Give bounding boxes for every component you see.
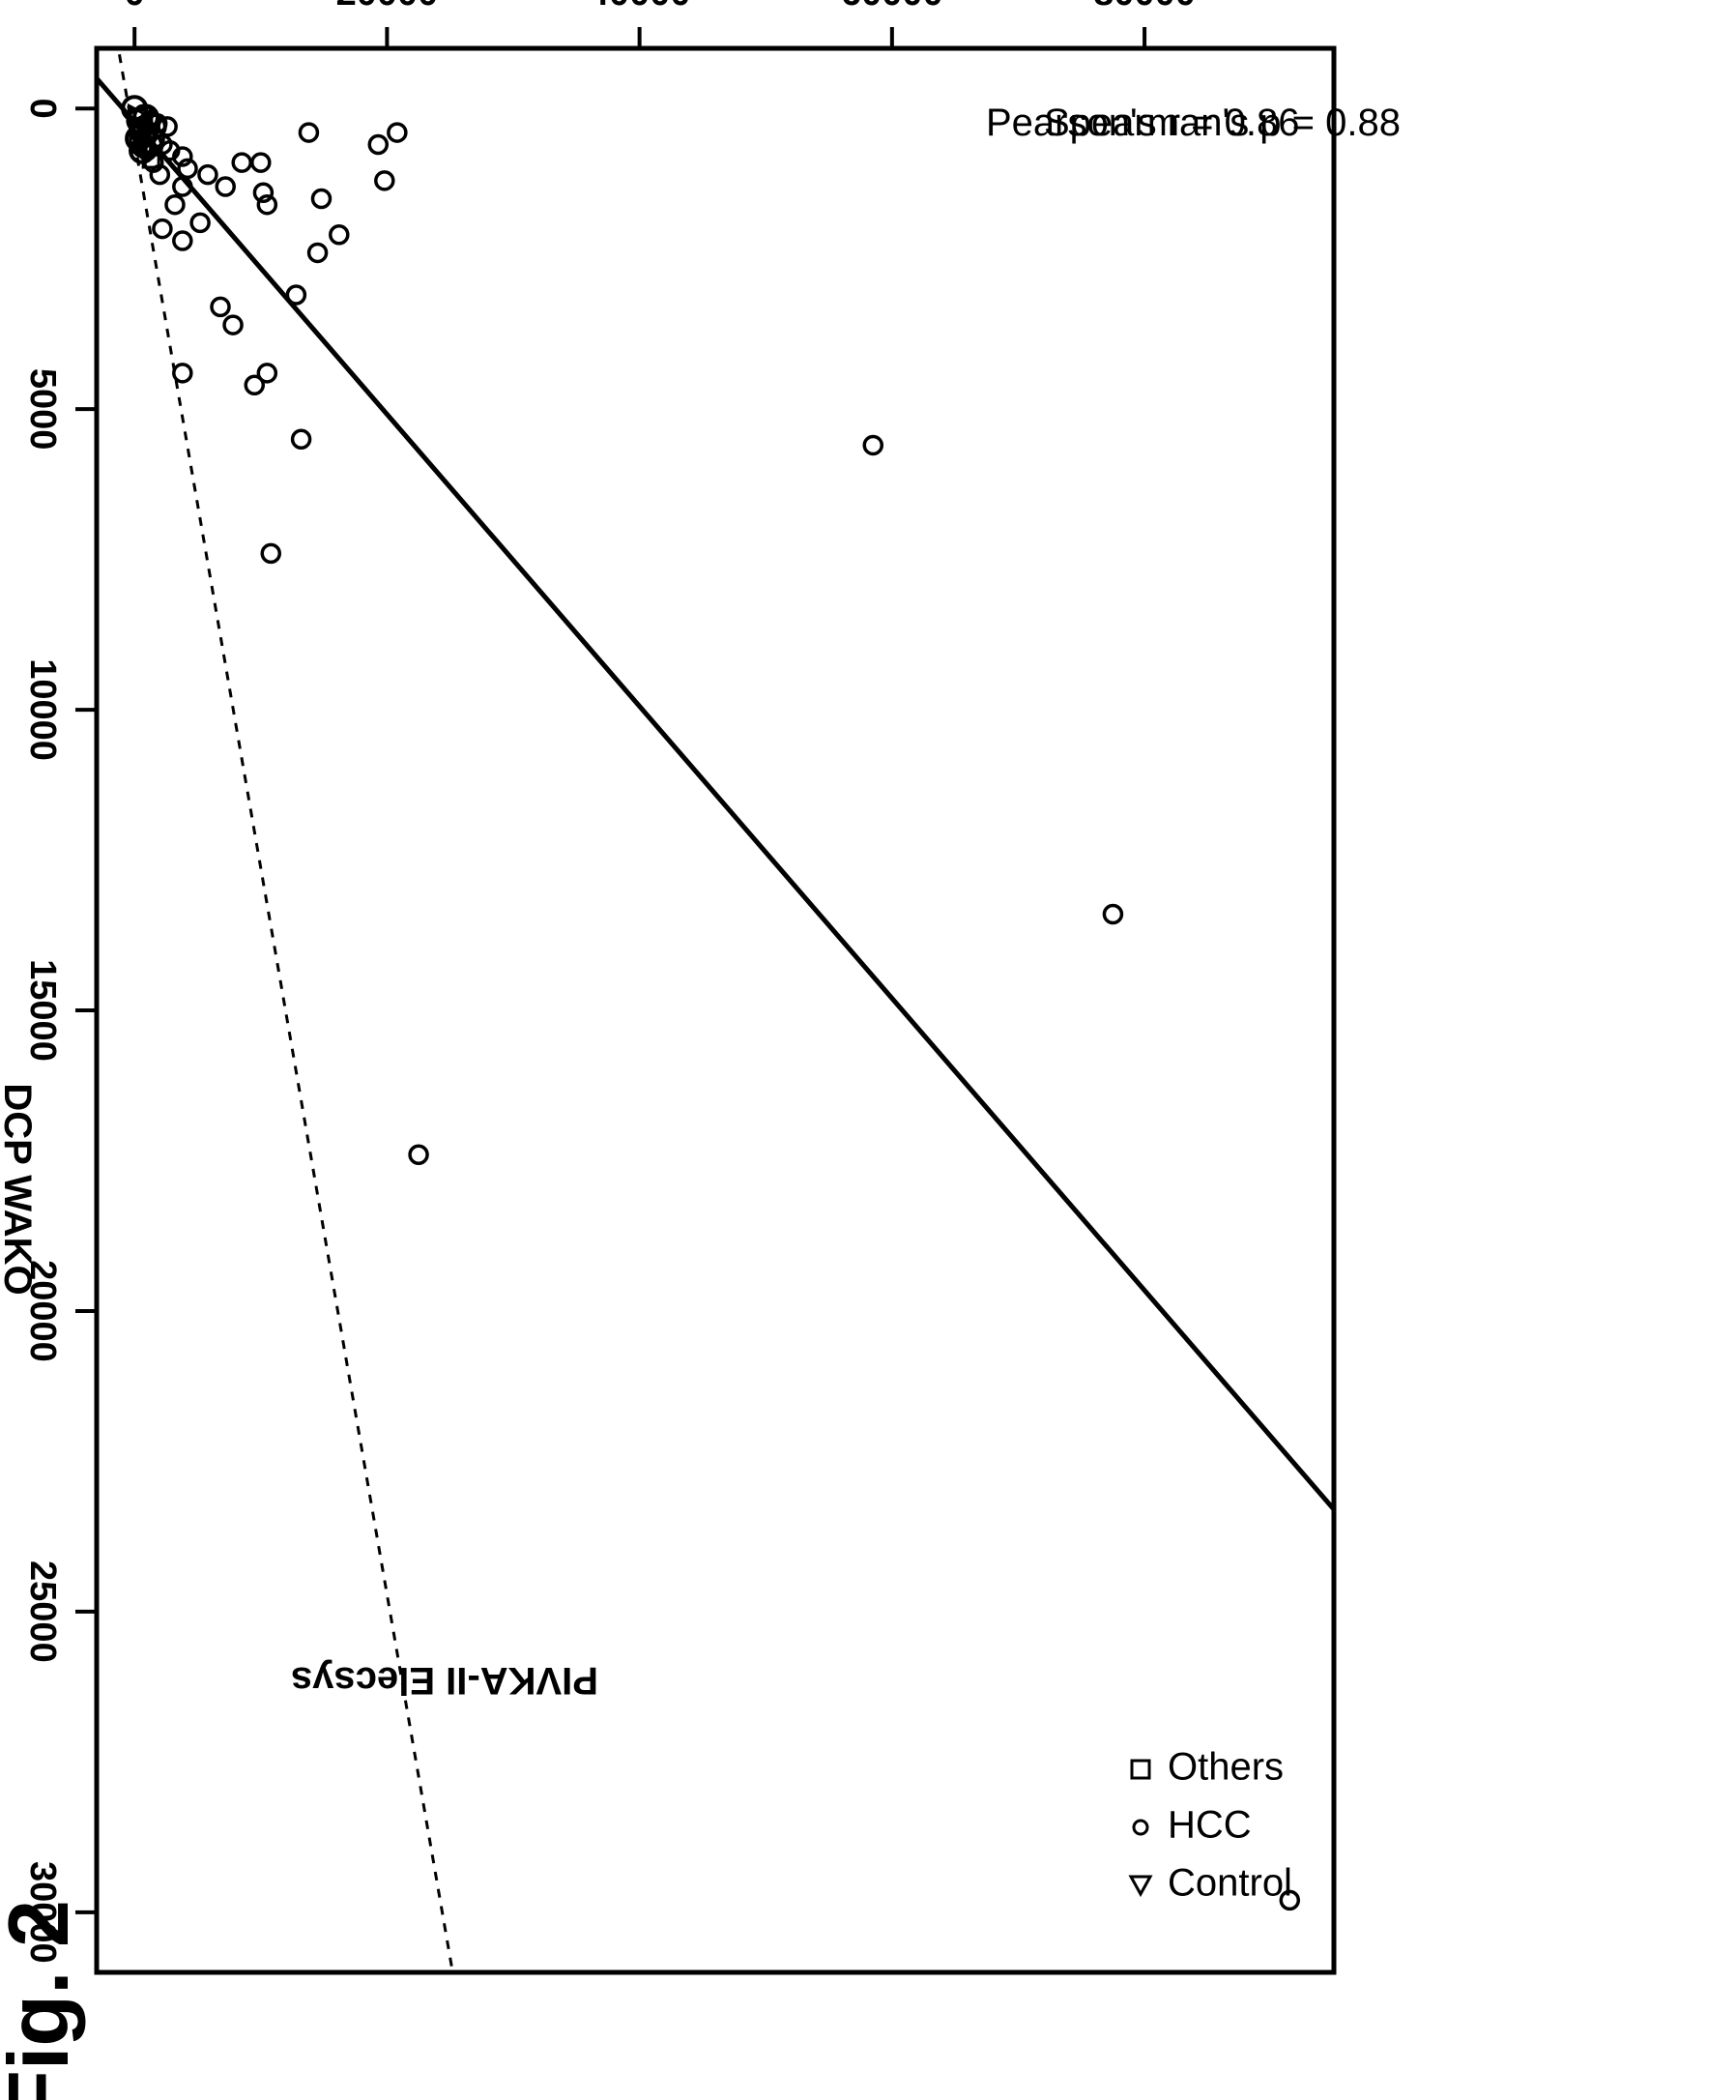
x-tick-label: 0 (22, 99, 63, 119)
data-point-hcc (172, 230, 193, 251)
data-point-hcc (1279, 1889, 1301, 1911)
data-point-hcc (374, 170, 395, 191)
data-point-hcc (290, 428, 312, 450)
data-point-hcc (329, 224, 350, 246)
data-point-hcc (387, 122, 408, 143)
x-tick-label: 15000 (22, 959, 63, 1062)
data-point-hcc (250, 152, 272, 173)
data-point-hcc (222, 314, 244, 335)
data-point-hcc (306, 242, 329, 264)
legend-item-others: Others (1130, 1746, 1284, 1789)
data-points (121, 95, 1301, 1911)
data-point-hcc (157, 116, 178, 137)
triangle-icon (1128, 1875, 1153, 1898)
data-point-hcc (164, 193, 186, 216)
y-tick-label: 80000 (1093, 0, 1196, 14)
data-point-hcc (152, 218, 173, 240)
data-point-hcc (172, 176, 193, 197)
solid-regression-line (97, 76, 1334, 1511)
y-axis: 0 20000 40000 60000 80000 (125, 0, 1196, 48)
data-point-hcc (1102, 903, 1124, 925)
spearman-annotation: Spearman's p = 0.88 (1044, 102, 1401, 144)
data-point-hcc (210, 296, 231, 318)
data-point-hcc (862, 434, 884, 456)
data-point-hcc (310, 188, 333, 210)
x-tick-label: 30000 (22, 1861, 63, 1964)
data-point-hcc (256, 363, 278, 384)
data-point-others (141, 150, 160, 169)
plot-frame (94, 45, 1337, 1975)
legend-item-control: Control (1128, 1862, 1292, 1905)
y-tick-label: 20000 (336, 0, 439, 14)
legend-item-hcc: HCC (1132, 1804, 1252, 1847)
x-axis: 0 5000 10000 15000 20000 25000 30000 (22, 99, 97, 1964)
data-point-hcc (408, 1144, 429, 1165)
data-point-hcc (215, 176, 236, 197)
data-point-hcc (298, 122, 320, 143)
legend: Control HCC Others (1128, 1746, 1292, 1905)
square-icon (1130, 1759, 1151, 1780)
data-point-hcc (252, 182, 275, 203)
data-point-hcc (244, 374, 266, 395)
x-tick-label: 25000 (22, 1560, 63, 1663)
data-point-hcc (131, 103, 159, 131)
data-point-hcc (367, 133, 390, 156)
data-point-hcc (260, 542, 281, 565)
data-point-hcc (172, 363, 193, 384)
y-axis-label: PIVKA-II Elecsys (291, 1659, 598, 1702)
legend-label-others: Others (1168, 1746, 1284, 1789)
data-point-hcc (256, 193, 278, 216)
x-tick-label: 10000 (22, 658, 63, 761)
y-tick-label: 60000 (841, 0, 943, 14)
x-axis-label: DCP WAKO (0, 1083, 39, 1295)
pearson-annotation: Pearson's r = 0.86 (986, 102, 1300, 144)
legend-label-hcc: HCC (1168, 1804, 1252, 1847)
regression-lines (97, 53, 1334, 1972)
legend-label-control: Control (1168, 1862, 1292, 1905)
data-point-hcc (129, 136, 157, 164)
circle-icon (1132, 1819, 1149, 1836)
y-tick-label: 0 (125, 0, 145, 14)
x-tick-label: 20000 (22, 1260, 63, 1362)
y-tick-label: 40000 (589, 0, 691, 14)
data-point-hcc (177, 158, 198, 180)
data-point-hcc (231, 152, 252, 173)
plot-group: 0 5000 10000 15000 20000 25000 30000 0 20000 400… (0, 0, 1401, 1975)
data-point-hcc (285, 284, 307, 306)
dashed-regression-line (118, 53, 454, 1972)
x-tick-label: 5000 (22, 368, 63, 451)
data-point-hcc (197, 163, 218, 186)
data-point-hcc (189, 212, 211, 234)
figure-label: Fig. 2 (0, 1900, 86, 2100)
